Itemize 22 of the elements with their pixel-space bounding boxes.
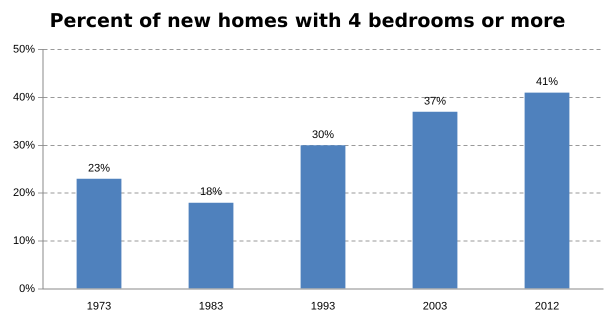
bar [188, 202, 234, 288]
data-label: 23% [88, 162, 110, 174]
x-tick-label: 1993 [310, 300, 336, 312]
data-label: 18% [200, 186, 222, 198]
data-label: 37% [424, 95, 446, 108]
y-tick-label: 20% [12, 187, 36, 200]
bar [524, 92, 570, 288]
y-tick-label: 0% [19, 282, 36, 295]
x-tick-label: 1973 [86, 300, 112, 312]
bar [76, 178, 122, 288]
chart-title: Percent of new homes with 4 bedrooms or more [48, 10, 566, 34]
y-tick-label: 30% [12, 139, 36, 152]
y-tick-label: 10% [12, 234, 36, 247]
data-label: 30% [312, 128, 334, 141]
y-tick-label: 50% [12, 44, 36, 56]
x-tick-label: 1983 [198, 300, 224, 312]
x-tick-label: 2012 [534, 300, 560, 312]
bar [300, 145, 346, 288]
x-tick-label: 2003 [422, 300, 448, 312]
y-tick-label: 40% [12, 91, 36, 104]
bar [412, 112, 458, 288]
data-label: 41% [536, 76, 558, 88]
